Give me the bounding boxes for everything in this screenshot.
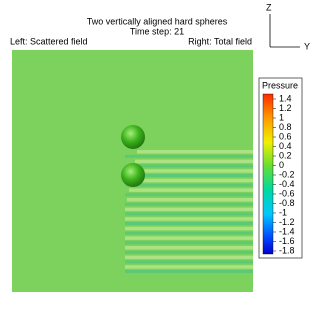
stripe-light [127,198,253,202]
stripe-dark [125,193,253,197]
stripe-light [131,178,253,183]
stripe-light [129,188,253,192]
subtitle: Time step: 21 [130,26,184,36]
stripe-light [125,217,253,221]
stripe-dark [125,174,253,177]
legend-label: -1 [279,207,287,217]
stripe-dark [125,154,253,158]
legend-label: -0.8 [279,198,295,208]
legend-label: 1.2 [279,103,292,113]
stripe-dark [125,270,253,273]
legend-label: -0.6 [279,188,295,198]
legend-label: -1.6 [279,236,295,246]
legend-label: -0.4 [279,179,295,189]
sphere [121,163,145,187]
stripe-dark [125,212,253,216]
legend-labels: 1.41.210.80.60.40.20-0.2-0.4-0.6-0.8-1-1… [273,93,295,255]
legend-label: 0.6 [279,131,292,141]
left-label: Left: Scattered field [10,36,88,46]
stripe-light [125,265,253,269]
sphere [121,125,145,149]
y-label: Y [304,41,310,51]
legend-label: 0.8 [279,122,292,132]
legend-label: 1.4 [279,93,292,103]
legend-label: 0.2 [279,150,292,160]
stripe-light [133,169,253,173]
legend-label: 1 [279,112,284,122]
stripe-light [125,207,253,212]
legend-title: Pressure [262,80,298,90]
legend-label: 0 [279,160,284,170]
legend-label: -1.8 [279,245,295,255]
stripe-dark [125,250,253,254]
colorbar [262,93,274,255]
stripe-light [125,255,253,260]
stripe-dark [125,260,253,264]
legend-label: -0.2 [279,169,295,179]
stripe-dark [125,241,253,245]
legend-label: -1.4 [279,226,295,236]
stripe-dark [125,164,253,168]
stripe-dark [125,183,253,187]
stripe-light [125,236,253,240]
legend-label: -1.2 [279,217,295,227]
stripe-light [135,159,253,164]
wave-stripes [125,150,253,273]
stripe-dark [125,231,253,235]
stripe-light [125,226,253,231]
legend-label: 0.4 [279,141,292,151]
z-label: Z [266,2,272,12]
stripe-light [125,246,253,250]
stripe-light [137,150,253,154]
stripe-dark [125,202,253,206]
title: Two vertically aligned hard spheres [87,16,228,26]
stripe-dark [125,222,253,225]
visualization: Two vertically aligned hard spheres Time… [10,2,310,292]
right-label: Right: Total field [188,36,252,46]
